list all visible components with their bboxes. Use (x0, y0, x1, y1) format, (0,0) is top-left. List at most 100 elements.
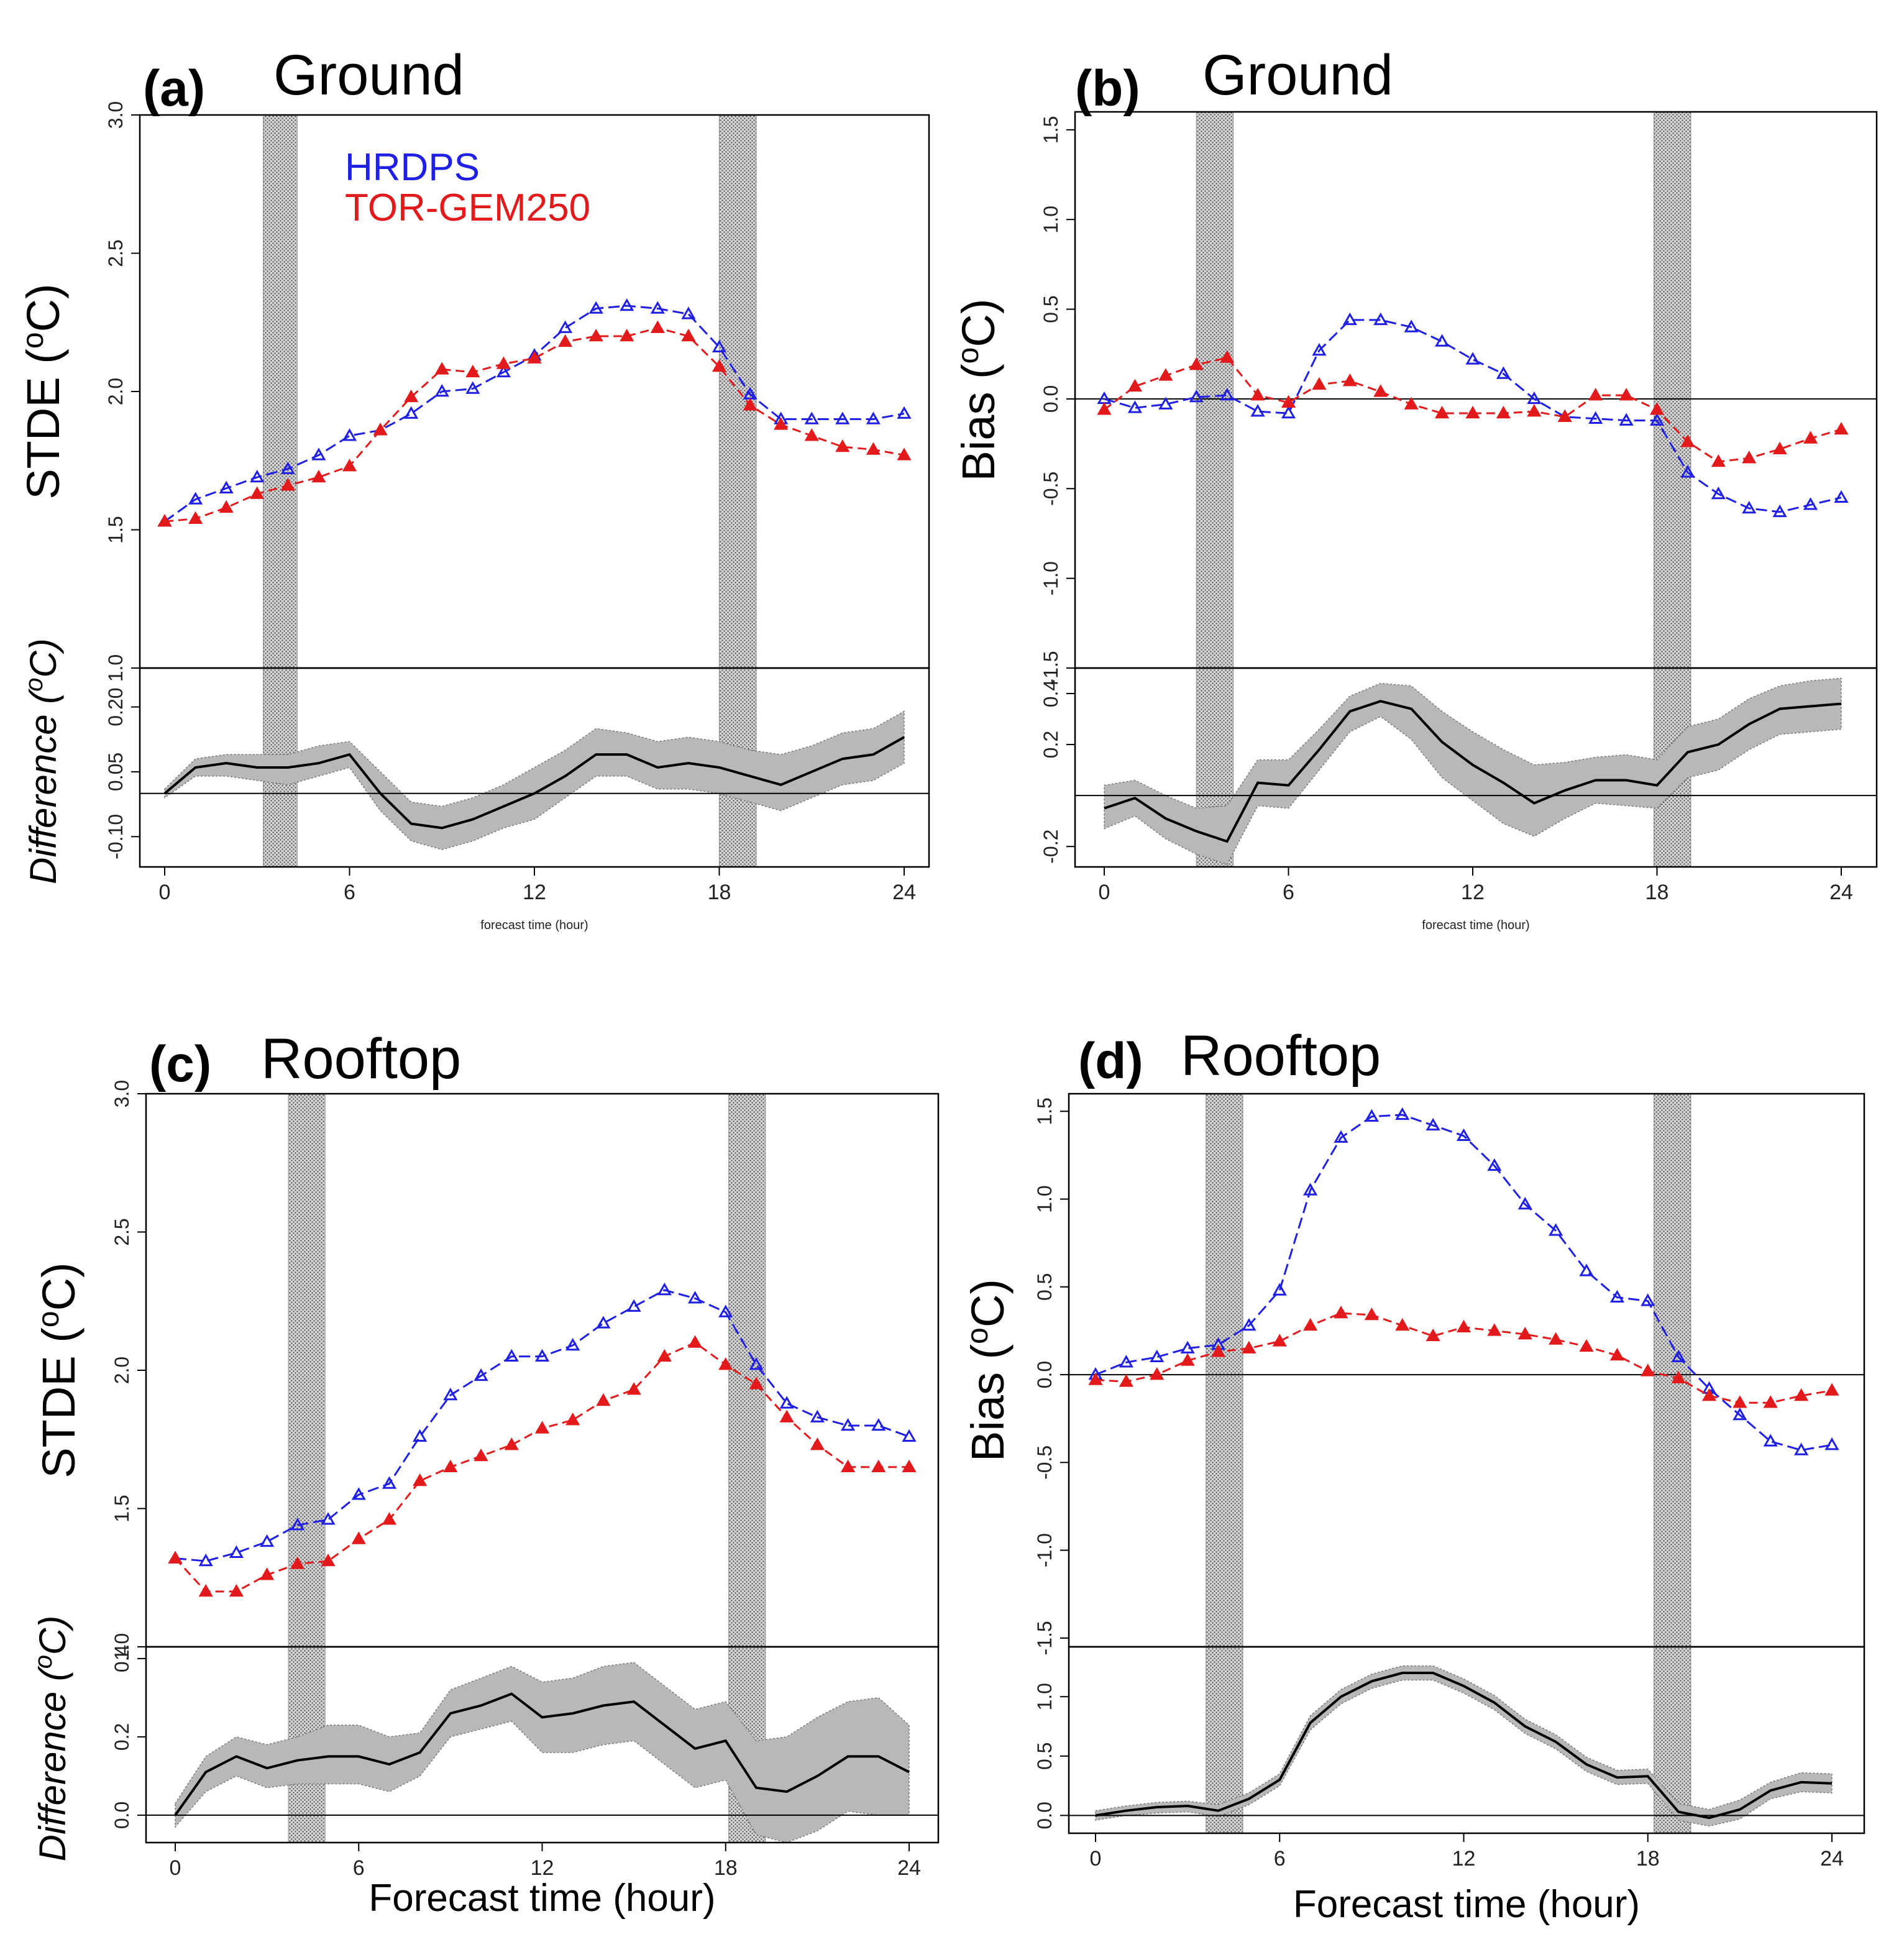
hrdps-marker (687, 1291, 703, 1304)
hrdps-marker (474, 1368, 488, 1381)
hrdps-marker (1150, 1349, 1165, 1363)
y-axis-label-sup: o (17, 332, 50, 349)
tor-gem250-marker (1395, 1317, 1410, 1331)
hrdps-marker (840, 1418, 856, 1431)
difference-tick-label: 0.0 (111, 1802, 133, 1829)
difference-tick-label: 0.5 (1033, 1743, 1056, 1770)
y-tick-label: 0.0 (1033, 1361, 1056, 1388)
hrdps-marker (620, 298, 634, 311)
hrdps-marker (404, 406, 419, 419)
tor-gem250-marker (527, 350, 542, 364)
shaded-hour-band (719, 114, 757, 868)
tor-gem250-marker (1496, 406, 1511, 419)
y-tick-label: 1.0 (1040, 206, 1062, 233)
tor-gem250-marker (1189, 357, 1204, 370)
y-tick-label: 1.5 (104, 516, 127, 543)
main-plot-frame (1068, 1092, 1865, 1648)
y-tick-label: 1.5 (1040, 116, 1062, 144)
hrdps-marker (1671, 1349, 1686, 1363)
hrdps-marker (1395, 1107, 1410, 1120)
difference-line (174, 1692, 910, 1816)
tor-gem250-marker (351, 1531, 366, 1544)
hrdps-marker (897, 406, 912, 419)
difference-plot-frame (1068, 1646, 1865, 1834)
tor-gem250-marker (1312, 377, 1327, 390)
tor-gem250-marker (1097, 402, 1112, 415)
tor-gem250-marker (1549, 1332, 1563, 1345)
tor-gem250-marker (1211, 1344, 1226, 1357)
shaded-hour-band (1196, 111, 1234, 868)
x-tick-label: 24 (1829, 881, 1853, 904)
hrdps-marker (1619, 413, 1634, 426)
hrdps-marker (1680, 465, 1695, 478)
difference-line (163, 736, 905, 830)
y-tick-label: 0.5 (1033, 1273, 1056, 1301)
tor-gem250-marker (810, 1437, 825, 1450)
panel-a: (a) Ground 1.0 1.5 2.0 2.5 3.0 -0.10 0.05 0.20 0 6 1… (17, 44, 930, 932)
hrdps-marker (588, 301, 603, 314)
y-tick-label: 2.5 (104, 239, 127, 267)
tor-gem250-marker (1158, 368, 1173, 381)
hrdps-marker (413, 1429, 428, 1442)
difference-plot-frame (1074, 667, 1878, 868)
tor-gem250-series-line (174, 1341, 909, 1593)
tor-gem250-marker (1426, 1328, 1440, 1342)
hrdps-marker (804, 411, 819, 424)
x-tick-label: 6 (1274, 1847, 1286, 1871)
hrdps-marker (1549, 1223, 1563, 1236)
x-tick-label: 0 (159, 881, 171, 904)
hrdps-marker (260, 1534, 275, 1547)
y-axis-label-end: C) (953, 299, 1004, 347)
tor-gem250-marker (779, 1409, 794, 1422)
tor-gem250-marker (1517, 1327, 1532, 1340)
y-axis-label-end: C) (962, 1279, 1014, 1327)
difference-confidence-band (1095, 1665, 1833, 1827)
tor-gem250-marker (1465, 406, 1480, 419)
y-tick-label: 1.0 (1033, 1185, 1056, 1212)
tor-gem250-marker (1373, 384, 1388, 397)
y-axis-label-text: STDE ( (17, 349, 69, 500)
tor-gem250-marker (866, 442, 881, 455)
hrdps-marker (1742, 501, 1757, 514)
hrdps-marker (565, 1337, 580, 1351)
tor-gem250-marker (1127, 378, 1143, 392)
tor-gem250-marker (588, 328, 603, 342)
tor-gem250-marker (1487, 1323, 1502, 1336)
hrdps-marker (1641, 1293, 1655, 1306)
x-tick-label: 18 (1636, 1847, 1660, 1871)
y-tick-label: 2.0 (111, 1357, 133, 1384)
tor-gem250-marker (1588, 388, 1603, 401)
tor-gem250-marker (434, 362, 449, 375)
difference-tick-label: 0.20 (104, 687, 127, 726)
hrdps-marker (1334, 1130, 1348, 1143)
tor-gem250-marker (1619, 388, 1634, 401)
hrdps-marker (650, 301, 665, 314)
hrdps-marker (1456, 1128, 1471, 1142)
y-axis-label-sup: o (952, 347, 985, 364)
tor-gem250-marker (280, 478, 295, 491)
tor-gem250-marker (1803, 431, 1818, 444)
panel-c: (c) Rooftop 1.0 1.5 2.0 2.5 3.0 0.0 0.2 0.4 0 6 12 18… (30, 1027, 940, 1920)
panel-title: Rooftop (1181, 1024, 1381, 1088)
x-axis-label: Forecast time (hour) (368, 1877, 715, 1920)
hrdps-marker (219, 480, 234, 493)
tor-gem250-marker (1180, 1353, 1195, 1366)
y-tick-label: 1.5 (1033, 1097, 1056, 1125)
tor-gem250-marker (749, 1376, 764, 1390)
hrdps-marker (1579, 1263, 1594, 1276)
panel-title: Rooftop (261, 1027, 461, 1091)
hrdps-marker (1220, 388, 1235, 401)
hrdps-marker (557, 320, 573, 333)
hrdps-marker (434, 383, 449, 397)
difference-axis-label: Difference (oC) (30, 1616, 73, 1862)
hrdps-marker (1404, 319, 1419, 332)
tor-gem250-marker (311, 469, 326, 483)
y-tick-label: -1.5 (1033, 1621, 1056, 1655)
hrdps-marker (1487, 1158, 1502, 1171)
x-tick-label: 24 (897, 1856, 921, 1880)
y-tick-label: 1.0 (111, 1633, 133, 1660)
tor-gem250-marker (718, 1357, 733, 1370)
tor-gem250-marker (504, 1437, 519, 1450)
tor-gem250-marker (1649, 402, 1665, 415)
hrdps-marker (1763, 1434, 1778, 1447)
